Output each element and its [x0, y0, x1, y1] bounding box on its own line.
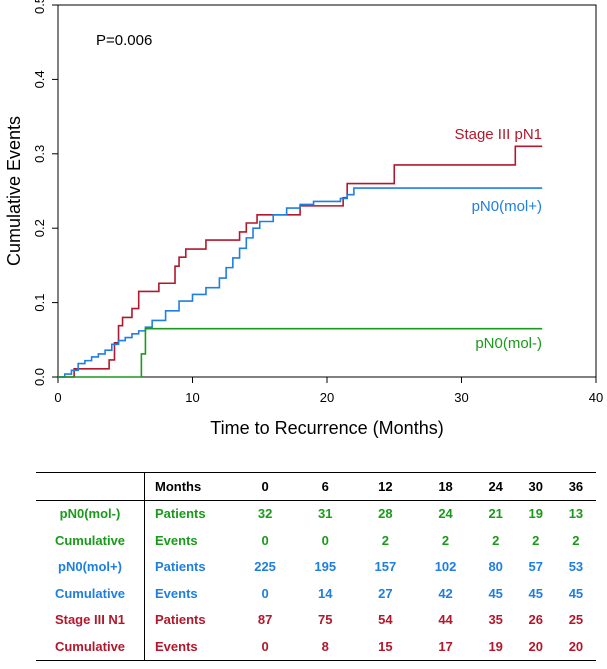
table-cell: 25: [568, 612, 584, 628]
header-month: 36: [568, 478, 584, 494]
table-cell: 8: [321, 638, 329, 654]
x-tick-label: 30: [454, 390, 468, 405]
table-cell: 102: [434, 559, 457, 575]
series-line-3: [58, 327, 543, 378]
table-cell: 45: [568, 585, 584, 601]
row-group-label: Cumulative: [54, 638, 126, 654]
series-layer: [58, 145, 543, 378]
table-cell: 2: [381, 532, 389, 548]
table-cell: 0: [261, 638, 269, 654]
table-cell: 27: [378, 585, 393, 601]
x-axis-label: Time to Recurrence (Months): [210, 418, 443, 438]
y-tick-label: 0.2: [32, 219, 47, 237]
table-cell: 20: [528, 638, 544, 654]
table-row: Cumulative Events 0 14 27 42 45 45 45: [36, 580, 596, 607]
table-cell: 19: [528, 506, 544, 522]
table-cell: 0: [261, 585, 269, 601]
table-cell: 31: [318, 506, 333, 522]
axes: 0 10 20 30 40 0.0 0.1 0.2 0.3 0.4 0.5: [32, 0, 603, 405]
table-cell: 2: [532, 532, 540, 548]
table-row: Cumulative Events 0 8 15 17 19 20 20: [36, 633, 596, 660]
table-cell: 2: [572, 532, 580, 548]
table-cell: 57: [528, 559, 544, 575]
table-cell: 80: [488, 559, 503, 575]
table-cell: 157: [374, 559, 397, 575]
x-tick-label: 40: [589, 390, 603, 405]
header-month: 30: [528, 478, 544, 494]
row-metric-label: Events: [144, 633, 235, 660]
table-cell: 28: [378, 506, 393, 522]
y-tick-label: 0.0: [32, 368, 47, 386]
row-metric-label: Events: [144, 580, 235, 607]
row-group-label: Stage III N1: [54, 612, 126, 628]
row-group-label: Cumulative: [54, 585, 126, 601]
table-cell: 35: [488, 612, 503, 628]
table-cell: 2: [492, 532, 500, 548]
table-cell: 2: [441, 532, 450, 548]
legend-stage-iii-pn1: Stage III pN1: [454, 126, 542, 143]
table-cell: 42: [438, 585, 453, 601]
table-cell: 44: [438, 612, 453, 628]
table-cell: 87: [257, 612, 273, 628]
table-cell: 21: [488, 506, 503, 522]
y-axis-label: Cumulative Events: [4, 116, 24, 266]
y-tick-label: 0.3: [32, 145, 47, 163]
table-row: pN0(mol-) Patients 32 31 28 24 21 19 13: [36, 500, 596, 527]
table-cell: 45: [528, 585, 544, 601]
table-cell: 26: [528, 612, 544, 628]
table-cell: 14: [318, 585, 333, 601]
table-cell: 45: [488, 585, 503, 601]
table-cell: 19: [488, 638, 503, 654]
legend-pn0-mol-plus: pN0(mol+): [472, 198, 542, 215]
table-cell: 54: [378, 612, 393, 628]
y-tick-label: 0.4: [32, 70, 47, 88]
row-group-label: Cumulative: [54, 532, 126, 548]
series-line-1: [58, 145, 543, 378]
x-tick-label: 20: [320, 390, 334, 405]
plot-frame: [57, 4, 597, 378]
header-month: 6: [321, 478, 329, 494]
header-month: 0: [261, 478, 269, 494]
table-row: Stage III N1 Patients 87 75 54 44 35 26 25: [36, 606, 596, 633]
header-months: Months: [144, 472, 235, 500]
cumulative-events-chart: 0 10 20 30 40 0.0 0.1 0.2 0.3 0.4 0.5 P=0.006 Time…: [4, 0, 603, 438]
risk-table-body: pN0(mol-) Patients 32 31 28 24 21 19 13 Cumulativ…: [36, 500, 596, 660]
table-cell: 20: [568, 638, 584, 654]
table-row: Cumulative Events 0 0 2 2 2 2 2: [36, 527, 596, 554]
table-cell: 225: [254, 559, 276, 575]
header-month: 24: [488, 478, 503, 494]
x-tick-label: 10: [185, 390, 199, 405]
row-group-label: pN0(mol+): [58, 559, 122, 575]
table-cell: 0: [261, 532, 269, 548]
table-row: pN0(mol+) Patients 225 195 157 102 80 57 53: [36, 553, 596, 580]
row-metric-label: Patients: [144, 500, 235, 527]
x-tick-label: 0: [54, 390, 61, 405]
row-metric-label: Patients: [144, 553, 235, 580]
table-cell: 24: [438, 506, 453, 522]
row-group-label: pN0(mol-): [59, 506, 121, 522]
table-cell: 195: [314, 559, 337, 575]
table-cell: 15: [378, 638, 393, 654]
header-blank: [36, 473, 145, 501]
table-cell: 32: [257, 506, 273, 522]
series-line-2: [58, 187, 543, 378]
y-tick-label: 0.1: [32, 294, 47, 312]
table-cell: 75: [318, 612, 333, 628]
header-month: 12: [378, 478, 393, 494]
legend-pn0-mol-minus: pN0(mol-): [475, 335, 542, 352]
header-month: 18: [438, 478, 453, 494]
risk-table: Months 0 6 12 18 24 30 36 pN0(mol-) Patie…: [36, 472, 596, 661]
row-metric-label: Patients: [144, 606, 235, 633]
row-metric-label: Events: [144, 527, 235, 554]
table-cell: 17: [438, 638, 453, 654]
table-cell: 13: [568, 506, 584, 522]
table-cell: 53: [568, 559, 584, 575]
table-cell: 0: [321, 532, 329, 548]
risk-table-header: Months 0 6 12 18 24 30 36: [36, 472, 596, 501]
p-value-annotation: P=0.006: [96, 32, 152, 49]
y-tick-label: 0.5: [32, 0, 47, 14]
